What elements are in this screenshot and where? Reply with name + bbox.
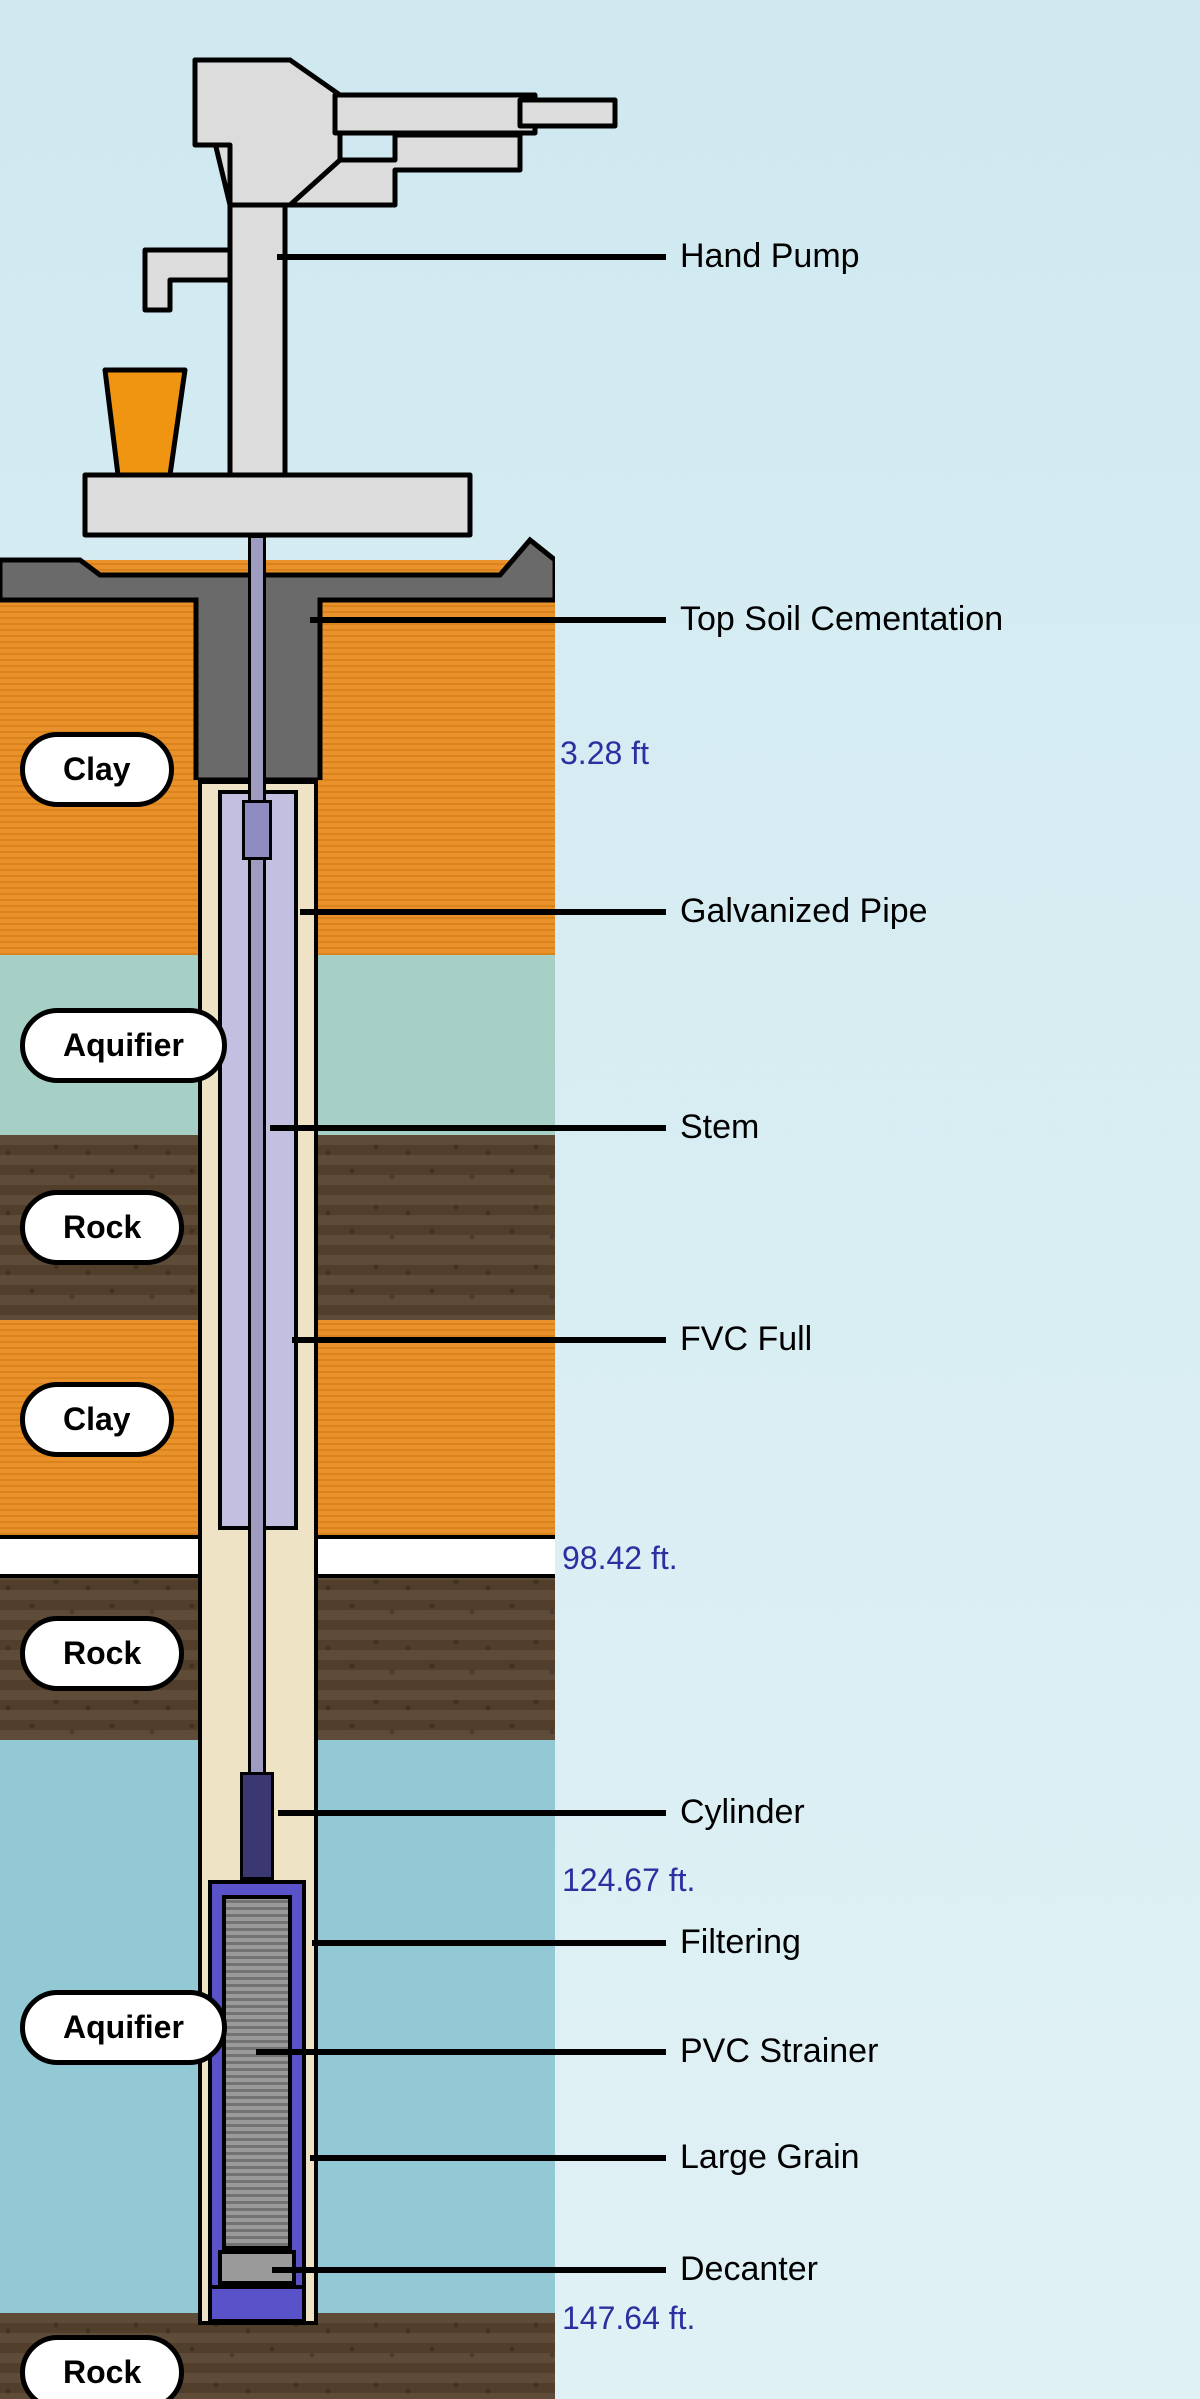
callout-label-4: FVC Full [680, 1320, 812, 1358]
callout-line-3 [270, 1125, 666, 1131]
stratum-label-5: Aquifier [20, 1990, 227, 2065]
callout-label-8: Large Grain [680, 2138, 860, 2176]
stratum-label-0: Clay [20, 732, 174, 807]
callout-0: Hand Pump [680, 237, 860, 276]
stratum-label-6: Rock [20, 2335, 184, 2399]
callout-line-2 [300, 909, 666, 915]
stratum-label-3: Clay [20, 1382, 174, 1457]
pump-lever [335, 95, 535, 133]
callout-label-1: Top Soil Cementation [680, 600, 1003, 638]
stratum-label-2: Rock [20, 1190, 184, 1265]
depth-0: 3.28 ft [560, 735, 649, 772]
depth-1: 98.42 ft. [562, 1540, 678, 1577]
hand-pump [0, 0, 620, 540]
pump-spout [145, 250, 230, 310]
callout-label-2: Galvanized Pipe [680, 892, 928, 930]
callout-line-4 [292, 1337, 666, 1343]
callout-7: PVC Strainer [680, 2032, 878, 2071]
callout-line-5 [278, 1810, 666, 1816]
callout-8: Large Grain [680, 2138, 860, 2177]
callout-line-1 [310, 617, 666, 623]
filter-bottom [208, 2285, 306, 2323]
cup [105, 370, 185, 475]
callout-1: Top Soil Cementation [680, 600, 1003, 639]
callout-2: Galvanized Pipe [680, 892, 928, 931]
stem [248, 535, 266, 1775]
callout-line-9 [272, 2267, 666, 2273]
callout-label-5: Cylinder [680, 1793, 805, 1831]
callout-4: FVC Full [680, 1320, 812, 1359]
well-diagram: Clay Aquifier Rock Clay Rock Aquifier Rock Hand… [0, 0, 1200, 2399]
callout-label-9: Decanter [680, 2250, 818, 2288]
callout-9: Decanter [680, 2250, 818, 2289]
stem-top-cap [242, 800, 272, 860]
cylinder [240, 1772, 274, 1880]
callout-6: Filtering [680, 1923, 801, 1962]
callout-line-0 [277, 254, 666, 260]
pump-handle [520, 100, 615, 126]
stratum-label-4: Rock [20, 1616, 184, 1691]
depth-2: 124.67 ft. [562, 1862, 695, 1899]
callout-label-7: PVC Strainer [680, 2032, 878, 2070]
callout-5: Cylinder [680, 1793, 805, 1832]
callout-label-6: Filtering [680, 1923, 801, 1961]
callout-label-0: Hand Pump [680, 237, 860, 275]
pvc-strainer [222, 1895, 292, 2250]
callout-label-3: Stem [680, 1108, 759, 1146]
depth-3: 147.64 ft. [562, 2300, 695, 2337]
callout-line-7 [256, 2049, 666, 2055]
pump-body [230, 205, 285, 475]
callout-3: Stem [680, 1108, 759, 1147]
callout-line-8 [310, 2155, 666, 2161]
stratum-label-1: Aquifier [20, 1008, 227, 1083]
callout-line-6 [312, 1940, 666, 1946]
pump-platform [85, 475, 470, 535]
